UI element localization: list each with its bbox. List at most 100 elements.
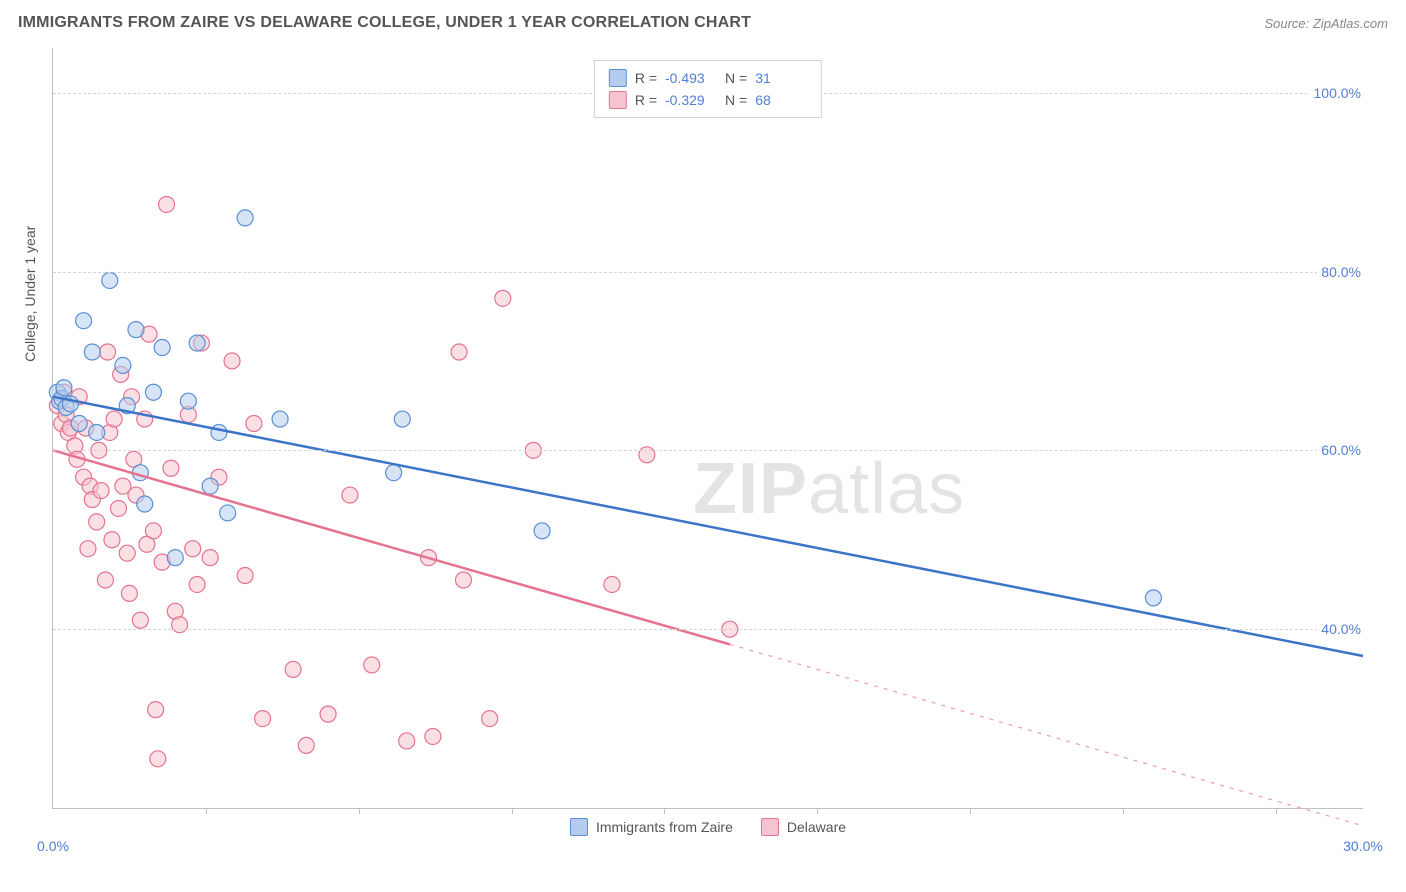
data-point (132, 612, 148, 628)
data-point (56, 380, 72, 396)
source-name: ZipAtlas.com (1313, 16, 1388, 31)
x-minor-tick (970, 808, 971, 814)
data-point (111, 500, 127, 516)
data-point (220, 505, 236, 521)
legend-label-delaware: Delaware (787, 819, 846, 835)
y-tick-label: 100.0% (1310, 85, 1365, 101)
data-point (425, 728, 441, 744)
y-tick-label: 80.0% (1317, 264, 1365, 280)
data-point (202, 550, 218, 566)
data-point (482, 711, 498, 727)
regression-line-dashed (730, 644, 1363, 826)
data-point (89, 424, 105, 440)
data-point (189, 576, 205, 592)
x-tick-label: 0.0% (37, 838, 69, 854)
y-tick-label: 60.0% (1317, 442, 1365, 458)
regression-line (53, 397, 1363, 656)
data-point (154, 340, 170, 356)
legend-item-zaire: Immigrants from Zaire (570, 818, 733, 836)
plot-svg (53, 48, 1363, 808)
data-point (80, 541, 96, 557)
data-point (255, 711, 271, 727)
data-point (285, 661, 301, 677)
data-point (364, 657, 380, 673)
data-point (145, 384, 161, 400)
grid-line (53, 629, 1363, 630)
data-point (84, 344, 100, 360)
data-point (100, 344, 116, 360)
swatch-zaire-bottom (570, 818, 588, 836)
data-point (71, 416, 87, 432)
data-point (237, 568, 253, 584)
data-point (394, 411, 410, 427)
data-point (93, 483, 109, 499)
legend-row-zaire: R = -0.493 N = 31 (609, 67, 807, 89)
y-tick-label: 40.0% (1317, 621, 1365, 637)
scatter-chart: ZIPatlas R = -0.493 N = 31 R = -0.329 N … (52, 48, 1363, 809)
x-minor-tick (817, 808, 818, 814)
data-point (495, 290, 511, 306)
y-axis-title: College, Under 1 year (22, 226, 38, 362)
x-tick-label: 30.0% (1343, 838, 1383, 854)
data-point (386, 465, 402, 481)
data-point (455, 572, 471, 588)
data-point (150, 751, 166, 767)
x-minor-tick (1276, 808, 1277, 814)
data-point (246, 416, 262, 432)
data-point (89, 514, 105, 530)
data-point (237, 210, 253, 226)
data-point (180, 393, 196, 409)
n-value-zaire: 31 (755, 70, 807, 86)
data-point (298, 737, 314, 753)
grid-line (53, 450, 1363, 451)
legend-item-delaware: Delaware (761, 818, 846, 836)
data-point (145, 523, 161, 539)
data-point (185, 541, 201, 557)
data-point (121, 585, 137, 601)
chart-title: IMMIGRANTS FROM ZAIRE VS DELAWARE COLLEG… (18, 14, 751, 32)
data-point (137, 496, 153, 512)
x-minor-tick (512, 808, 513, 814)
r-value-zaire: -0.493 (665, 70, 717, 86)
data-point (128, 322, 144, 338)
x-minor-tick (664, 808, 665, 814)
r-label: R = (635, 70, 657, 86)
x-minor-tick (206, 808, 207, 814)
data-point (399, 733, 415, 749)
data-point (76, 313, 92, 329)
series-legend: Immigrants from Zaire Delaware (570, 818, 846, 836)
data-point (102, 272, 118, 288)
legend-label-zaire: Immigrants from Zaire (596, 819, 733, 835)
x-minor-tick (1123, 808, 1124, 814)
correlation-legend: R = -0.493 N = 31 R = -0.329 N = 68 (594, 60, 822, 118)
grid-line (53, 272, 1363, 273)
data-point (1145, 590, 1161, 606)
data-point (224, 353, 240, 369)
data-point (202, 478, 218, 494)
data-point (104, 532, 120, 548)
data-point (272, 411, 288, 427)
data-point (163, 460, 179, 476)
data-point (320, 706, 336, 722)
data-point (211, 424, 227, 440)
data-point (167, 550, 183, 566)
source-prefix: Source: (1264, 16, 1312, 31)
legend-row-delaware: R = -0.329 N = 68 (609, 89, 807, 111)
data-point (97, 572, 113, 588)
data-point (189, 335, 205, 351)
data-point (639, 447, 655, 463)
data-point (119, 545, 135, 561)
data-point (172, 617, 188, 633)
x-minor-tick (359, 808, 360, 814)
data-point (115, 357, 131, 373)
n-value-delaware: 68 (755, 92, 807, 108)
swatch-zaire (609, 69, 627, 87)
data-point (451, 344, 467, 360)
data-point (106, 411, 122, 427)
data-point (604, 576, 620, 592)
data-point (534, 523, 550, 539)
r-value-delaware: -0.329 (665, 92, 717, 108)
data-point (342, 487, 358, 503)
data-point (159, 196, 175, 212)
swatch-delaware-bottom (761, 818, 779, 836)
